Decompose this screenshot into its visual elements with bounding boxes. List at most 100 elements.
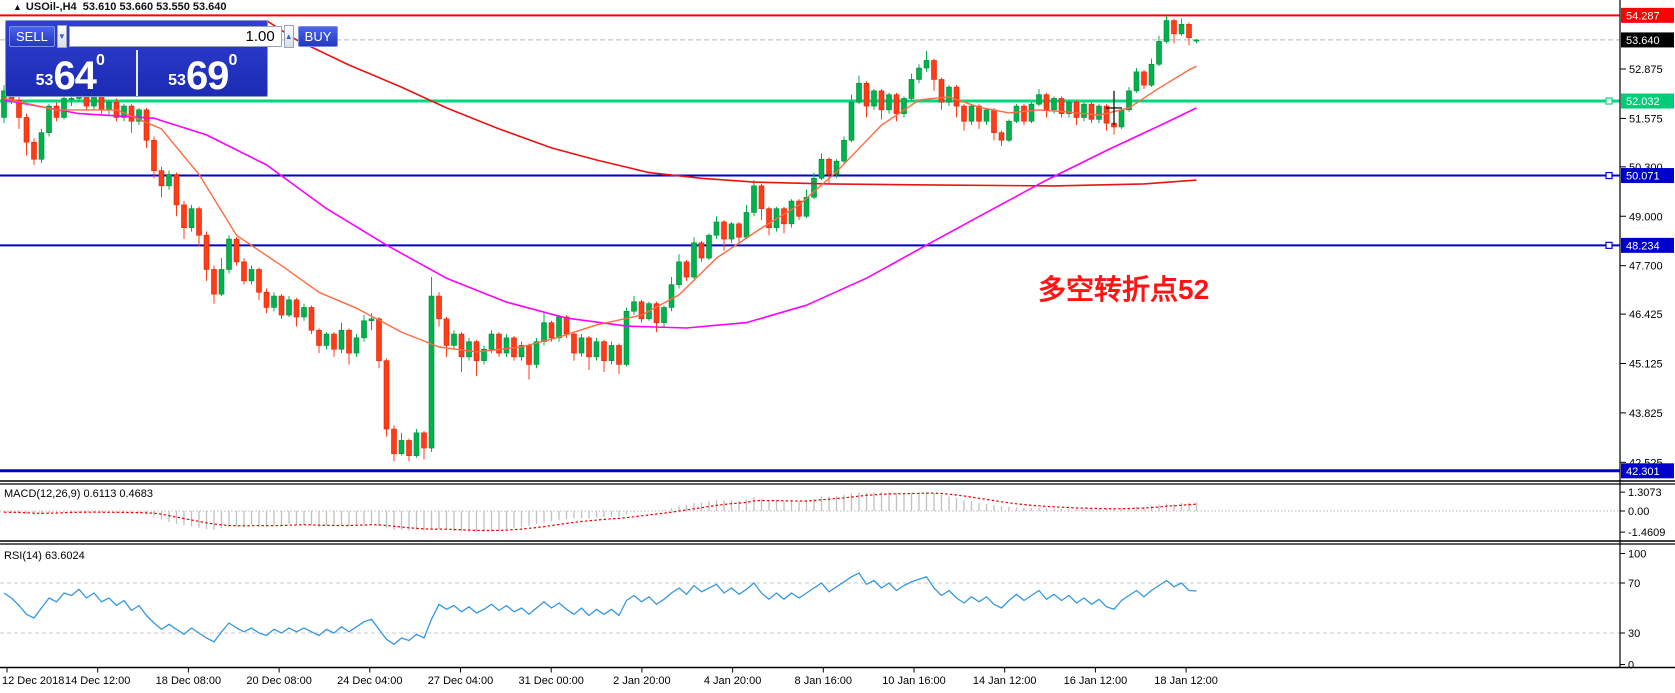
candle-body	[271, 295, 277, 308]
candle-body	[601, 341, 607, 361]
volume-increase-button[interactable]: ▲	[283, 24, 294, 48]
macd-axis-label: 0.00	[1628, 506, 1649, 518]
candle-body	[158, 170, 165, 187]
candle-body	[428, 295, 435, 449]
macd-name: MACD(12,26,9)	[4, 488, 81, 500]
candle-body	[211, 269, 217, 295]
candle-body	[706, 234, 712, 259]
buy-button[interactable]: BUY	[297, 25, 339, 47]
candle-body	[406, 440, 412, 456]
buy-price-display[interactable]: 53 69 0	[139, 50, 268, 96]
candle-body	[248, 269, 255, 282]
candle-body	[301, 307, 307, 318]
candle-body	[376, 318, 382, 361]
candle-body	[811, 177, 817, 198]
price-axis-label: 51.575	[1629, 113, 1663, 125]
candle-body	[293, 299, 300, 318]
candle-body	[458, 333, 465, 358]
candle-body	[863, 82, 870, 107]
candle-body	[1036, 94, 1042, 105]
candle-body	[496, 333, 502, 354]
candle-body	[916, 67, 922, 80]
ma-slow-red-layer	[266, 19, 1197, 187]
candle-body	[308, 307, 315, 331]
cross-marker-layer[interactable]	[1106, 90, 1122, 126]
candle-body	[833, 160, 840, 175]
ma-slow-red	[266, 19, 1197, 187]
candle-body	[503, 337, 510, 354]
candle-body	[323, 333, 330, 346]
candle-body	[143, 109, 150, 141]
volume-input[interactable]	[68, 25, 282, 47]
candle-body	[1156, 41, 1162, 65]
candle-body	[1133, 71, 1140, 92]
hline-handle[interactable]	[1605, 241, 1613, 249]
candle-body	[1051, 98, 1057, 111]
volume-decrease-button[interactable]: ▼	[56, 24, 67, 48]
candle-body	[46, 105, 52, 133]
candle-body	[68, 98, 75, 100]
candle-body	[331, 333, 337, 350]
horizontal-lines-layer[interactable]	[0, 14, 1620, 473]
candle-body	[226, 238, 232, 270]
price-label-text: 54.287	[1626, 10, 1660, 22]
price-label-text: 48.234	[1626, 240, 1660, 252]
candle-body	[661, 307, 667, 323]
time-axis-label: 14 Dec 12:00	[65, 675, 130, 687]
candle-body	[443, 318, 450, 346]
candle-body	[893, 94, 900, 114]
rsi-axis-label: 0	[1628, 660, 1634, 672]
one-click-trading-panel: SELL ▼ ▲ BUY 53 64 0 53 69 0	[5, 20, 339, 97]
time-axis[interactable]: 12 Dec 2018 14 Dec 12:00 18 Dec 08:00 20 De…	[2, 667, 1218, 688]
rsi-line	[3, 572, 1197, 645]
price-axis-label: 43.825	[1629, 408, 1663, 420]
hline-handle[interactable]	[1605, 171, 1613, 180]
time-axis-label: 24 Dec 04:00	[337, 675, 402, 687]
candle-body	[1081, 103, 1087, 118]
price-axis-label: 47.700	[1629, 261, 1663, 273]
candle-body	[1118, 109, 1125, 128]
candle-body	[1013, 105, 1020, 122]
price-label-text: 50.071	[1626, 171, 1660, 183]
candle-body	[436, 295, 442, 320]
candle-body	[623, 310, 630, 365]
candle-body	[968, 105, 975, 122]
chart-text-annotation[interactable]: 多空转折点52	[1038, 274, 1210, 305]
candle-body	[481, 348, 487, 361]
candle-body	[368, 318, 375, 322]
candle-body	[1021, 105, 1027, 122]
candle-body	[173, 174, 180, 206]
panel-borders	[0, 0, 1675, 669]
buy-price-major: 53	[168, 72, 186, 89]
candle-body	[188, 208, 195, 228]
price-axis-label: 45.125	[1629, 359, 1663, 371]
candle-body	[938, 79, 945, 103]
sell-price-display[interactable]: 53 64 0	[6, 50, 135, 96]
price-label-text: 53.640	[1626, 35, 1660, 47]
ma-fast-orange-layer	[3, 65, 1197, 353]
candle-body	[391, 428, 397, 455]
rsi-axis-label: 100	[1628, 549, 1646, 561]
price-label-box	[1621, 32, 1674, 48]
ma-mid-magenta	[3, 99, 1197, 329]
price-label-box	[1621, 93, 1674, 109]
candle-body	[241, 261, 247, 282]
candle-body	[218, 269, 225, 295]
candle-body	[638, 301, 645, 320]
hline-handle[interactable]	[1605, 97, 1613, 105]
candle-body	[136, 109, 142, 122]
sell-button[interactable]: SELL	[9, 25, 55, 47]
candle-body	[788, 200, 795, 225]
price-axis[interactable]: 52.87551.57550.30049.00047.70046.42545.1…	[1620, 7, 1674, 479]
rsi-indicator-label: RSI(14) 63.6024	[4, 550, 85, 562]
candle-body	[556, 316, 562, 339]
candle-body	[608, 345, 615, 361]
ma-mid-magenta-layer	[3, 99, 1197, 329]
symbol-triangle-icon: ▲	[13, 2, 22, 12]
price-axis-label: 52.875	[1629, 64, 1663, 76]
time-axis-label: 8 Jan 16:00	[795, 675, 853, 687]
time-axis-label: 12 Dec 2018	[2, 675, 64, 687]
candle-body	[728, 223, 735, 240]
candle-body	[818, 158, 825, 179]
